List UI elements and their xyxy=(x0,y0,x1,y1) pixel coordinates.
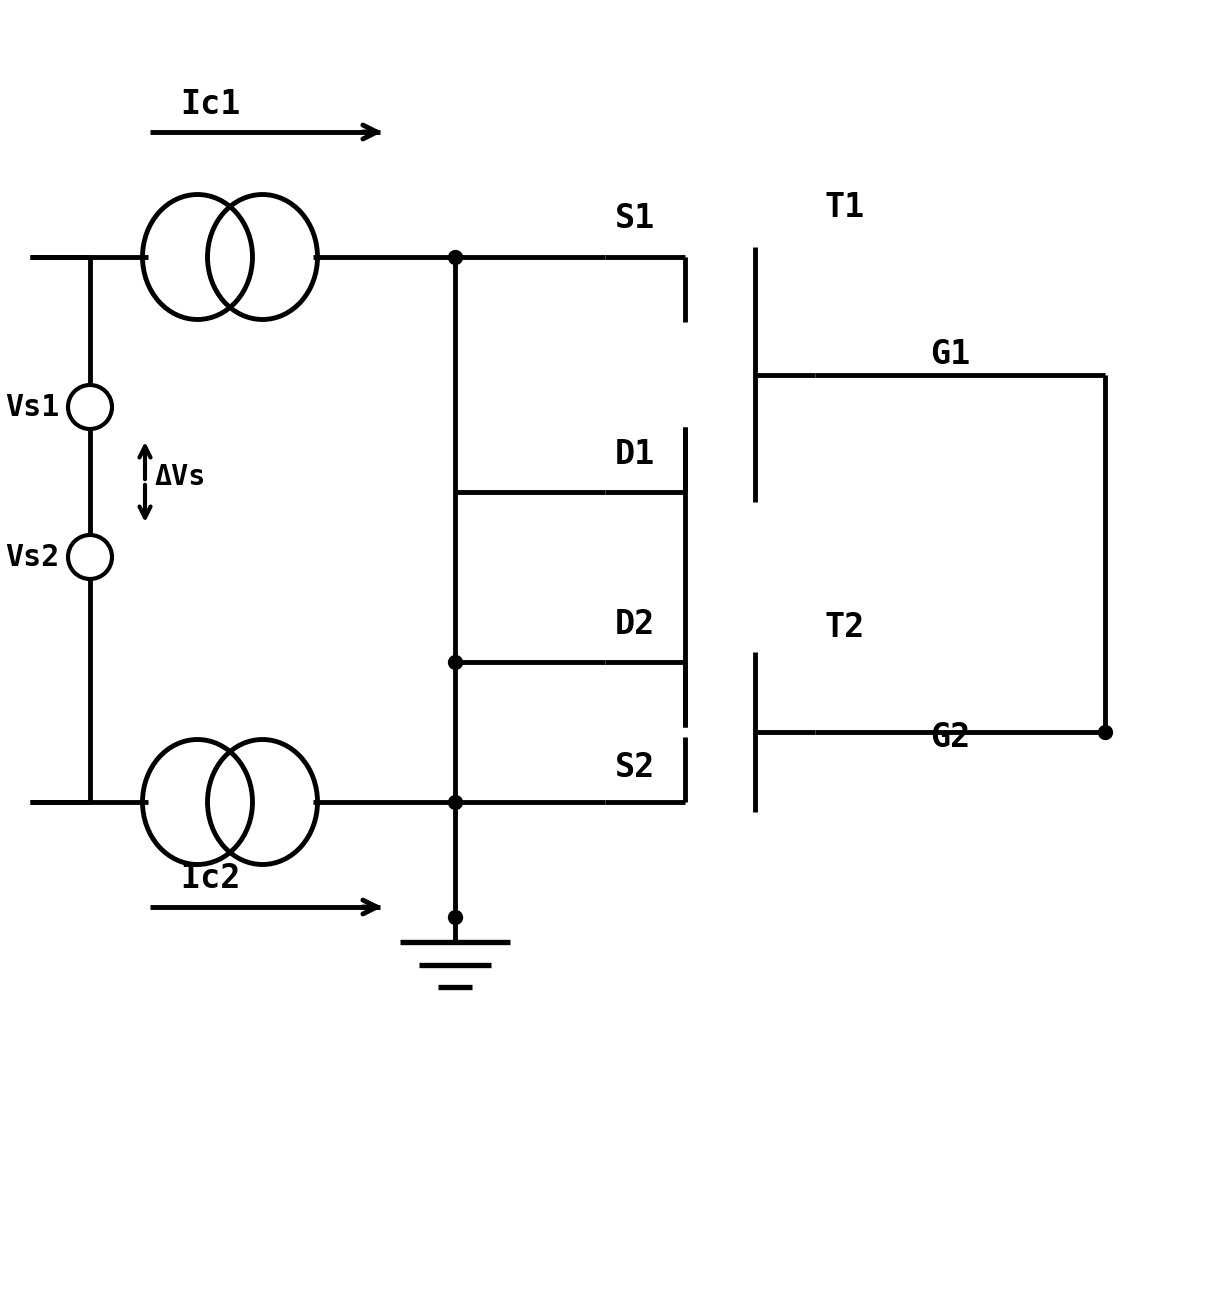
Text: Ic2: Ic2 xyxy=(180,863,241,895)
Text: T2: T2 xyxy=(825,610,865,643)
Text: D2: D2 xyxy=(615,608,655,640)
Text: Ic1: Ic1 xyxy=(180,88,241,120)
Text: G1: G1 xyxy=(930,339,970,371)
Text: Vs2: Vs2 xyxy=(5,542,60,571)
Text: ΔVs: ΔVs xyxy=(155,463,207,491)
Text: S1: S1 xyxy=(615,203,655,235)
Text: S2: S2 xyxy=(615,750,655,783)
Text: G2: G2 xyxy=(930,720,970,754)
Text: D1: D1 xyxy=(615,438,655,471)
Text: T1: T1 xyxy=(825,191,865,223)
Text: Vs1: Vs1 xyxy=(5,392,60,421)
